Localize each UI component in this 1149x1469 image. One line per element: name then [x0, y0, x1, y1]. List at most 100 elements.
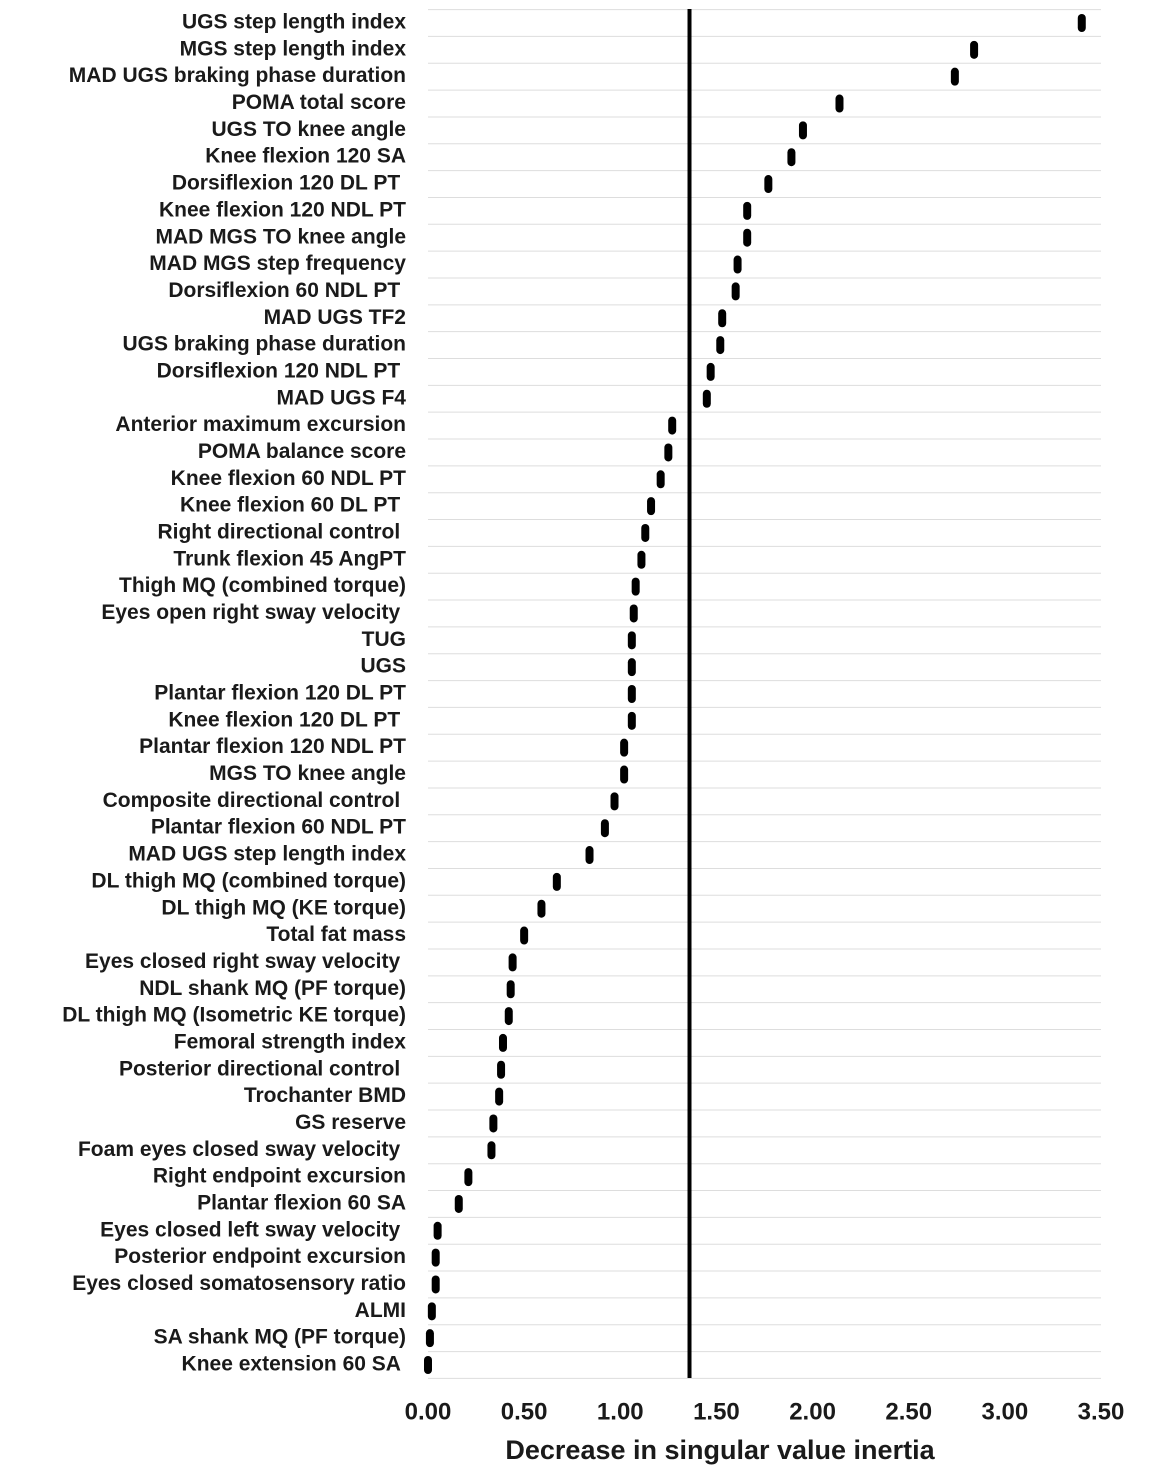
dot: [950, 67, 959, 86]
y-category-label: Right endpoint excursion: [153, 1165, 406, 1188]
y-category-label: Eyes closed somatosensory ratio: [72, 1272, 406, 1295]
dot: [787, 148, 796, 167]
y-category-label: Knee extension 60 SA: [182, 1353, 406, 1376]
dot: [620, 765, 629, 784]
x-axis-title: Decrease in singular value inertia: [505, 1435, 935, 1465]
x-tick-label: 2.00: [789, 1398, 836, 1425]
y-category-label: MAD UGS TF2: [264, 306, 406, 329]
dot: [656, 470, 665, 489]
dot: [433, 1221, 442, 1240]
y-category-label: Posterior endpoint excursion: [114, 1245, 406, 1268]
dot: [743, 228, 752, 247]
y-category-label: Knee flexion 60 NDL PT: [171, 467, 407, 490]
y-category-label: Eyes closed right sway velocity: [85, 950, 406, 973]
dot: [718, 309, 727, 328]
dot: [970, 40, 979, 59]
y-category-label: Foam eyes closed sway velocity: [78, 1138, 406, 1161]
y-category-label: Dorsiflexion 120 NDL PT: [157, 359, 406, 382]
y-category-label: Thigh MQ (combined torque): [119, 574, 406, 597]
dot: [454, 1194, 463, 1213]
dot: [427, 1302, 436, 1321]
x-tick-label: 1.50: [693, 1398, 740, 1425]
dot: [600, 819, 609, 838]
y-category-label: MAD UGS F4: [276, 386, 406, 409]
y-category-label: SA shank MQ (PF torque): [154, 1326, 406, 1349]
dot: [629, 604, 638, 623]
x-tick-label: 0.00: [405, 1398, 452, 1425]
dot: [716, 336, 725, 355]
dot: [487, 1141, 496, 1160]
dot: [552, 872, 561, 891]
dot: [743, 201, 752, 220]
dot: [424, 1356, 432, 1374]
x-tick-label: 2.50: [885, 1398, 932, 1425]
y-category-label: Dorsiflexion 60 NDL PT: [168, 279, 406, 302]
y-category-label: MAD MGS TO knee angle: [156, 225, 407, 248]
y-category-label: DL thigh MQ (combined torque): [91, 869, 406, 892]
dot: [425, 1329, 434, 1348]
y-category-label: UGS step length index: [182, 11, 406, 34]
dot: [627, 631, 636, 650]
dot: [668, 416, 677, 435]
y-category-label: MAD UGS step length index: [128, 843, 406, 866]
y-category-label: MAD UGS braking phase duration: [69, 64, 406, 87]
dot: [641, 523, 650, 542]
y-category-label: UGS: [360, 655, 406, 678]
dot: [508, 953, 517, 972]
x-tick-label: 3.00: [981, 1398, 1028, 1425]
y-category-label: Trochanter BMD: [244, 1084, 406, 1107]
dot: [464, 1168, 473, 1187]
dot: [1077, 14, 1086, 32]
dot: [706, 362, 715, 381]
dot: [664, 443, 673, 462]
y-category-label: Knee flexion 60 DL PT: [180, 494, 406, 517]
dot: [431, 1275, 440, 1294]
y-category-label: TUG: [362, 628, 406, 651]
y-category-label: Posterior directional control: [119, 1057, 406, 1080]
y-category-label: Composite directional control: [103, 789, 406, 812]
x-tick-label: 0.50: [501, 1398, 548, 1425]
y-category-label: Dorsiflexion 120 DL PT: [172, 172, 406, 195]
dot: [835, 94, 844, 113]
y-category-label: Knee flexion 120 DL PT: [168, 708, 406, 731]
y-category-label: Plantar flexion 120 NDL PT: [139, 735, 406, 758]
y-category-label: POMA balance score: [198, 440, 406, 463]
dot: [702, 389, 711, 408]
y-category-label: GS reserve: [295, 1111, 406, 1134]
y-category-label: NDL shank MQ (PF torque): [139, 977, 406, 1000]
x-tick-label: 3.50: [1078, 1398, 1125, 1425]
y-category-label: Plantar flexion 120 DL PT: [154, 682, 406, 705]
dot: [764, 175, 773, 194]
dot: [610, 792, 619, 811]
dot: [506, 980, 515, 999]
y-category-label: Plantar flexion 60 NDL PT: [151, 816, 406, 839]
y-category-label: Femoral strength index: [174, 1030, 407, 1053]
y-category-label: Eyes closed left sway velocity: [100, 1218, 406, 1241]
y-category-label: Trunk flexion 45 AngPT: [173, 547, 406, 570]
dot: [497, 1060, 506, 1079]
dot: [647, 497, 656, 516]
y-category-label: Plantar flexion 60 SA: [197, 1192, 406, 1215]
dot: [620, 738, 629, 757]
y-category-label: UGS TO knee angle: [211, 118, 406, 141]
dot: [585, 846, 594, 865]
y-category-label: UGS braking phase duration: [122, 333, 406, 356]
y-category-label: DL thigh MQ (Isometric KE torque): [62, 1004, 406, 1027]
dot: [498, 1033, 507, 1052]
y-category-label: Eyes open right sway velocity: [101, 601, 406, 624]
dot: [637, 550, 646, 569]
dot: [631, 577, 640, 596]
dot: [520, 926, 529, 945]
dot: [495, 1087, 504, 1106]
x-tick-label: 1.00: [597, 1398, 644, 1425]
y-category-label: Right directional control: [157, 521, 406, 544]
dot: [798, 121, 807, 140]
y-category-label: DL thigh MQ (KE torque): [161, 896, 406, 919]
dot: [431, 1248, 440, 1267]
y-category-label: ALMI: [355, 1299, 406, 1322]
dot: [731, 282, 740, 301]
y-category-label: MGS TO knee angle: [209, 762, 406, 785]
dot: [627, 711, 636, 730]
dot: [627, 685, 636, 703]
